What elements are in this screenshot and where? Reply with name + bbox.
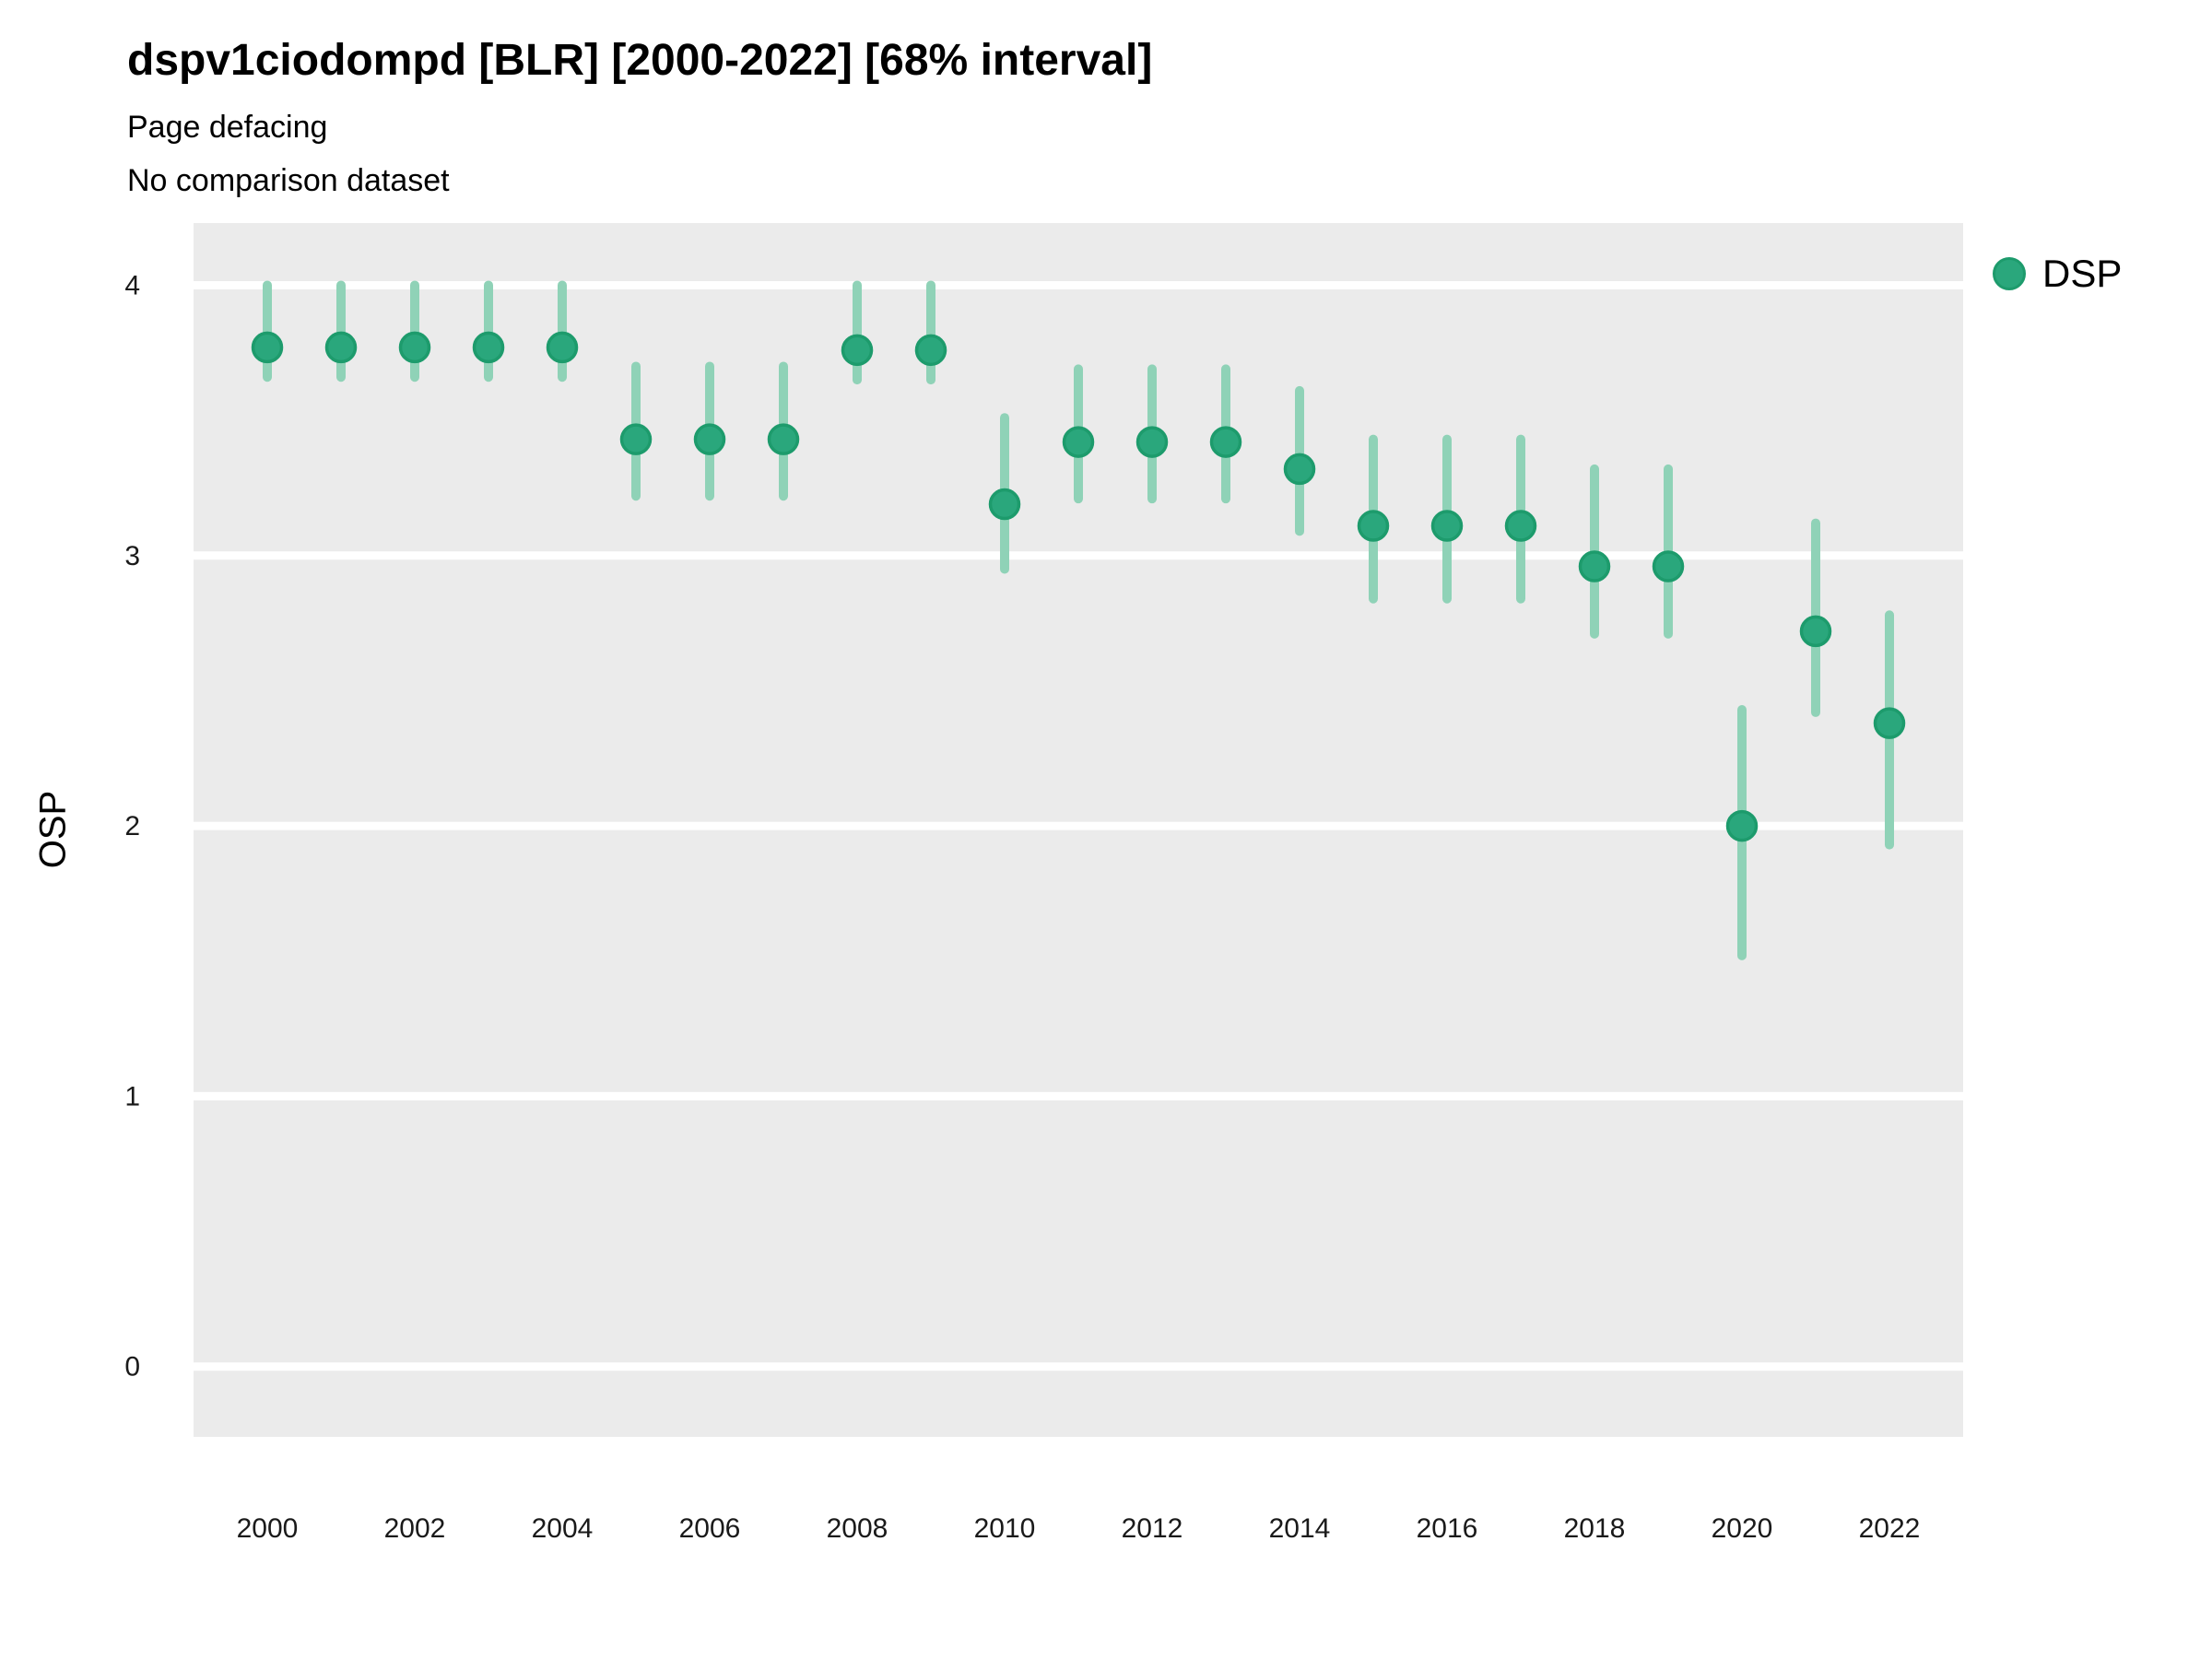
data-point-2000 [251,331,284,364]
data-point-2015 [1357,510,1390,542]
x-tick-label: 2022 [1859,1513,1921,1544]
data-point-2005 [619,423,653,455]
data-point-2010 [988,488,1021,521]
data-point-2009 [914,334,947,367]
data-point-2004 [546,331,579,364]
data-point-2017 [1504,510,1537,542]
x-tick-label: 2018 [1564,1513,1626,1544]
data-point-2011 [1062,426,1095,458]
x-tick-label: 2000 [237,1513,299,1544]
data-point-2013 [1209,426,1242,458]
x-tick-label: 2010 [974,1513,1036,1544]
data-point-2012 [1135,426,1169,458]
y-tick-label: 4 [124,270,140,300]
data-point-2022 [1873,707,1906,739]
y-tick-label: 2 [124,811,140,841]
data-point-2020 [1725,809,1759,842]
x-tick-label: 2016 [1417,1513,1478,1544]
x-tick-label: 2008 [827,1513,888,1544]
chart-title: dspv1ciodompd [BLR] [2000-2022] [68% int… [127,36,1153,85]
x-tick-label: 2014 [1269,1513,1331,1544]
data-point-2003 [472,331,505,364]
legend-series-label: DSP [2042,252,2123,295]
chart-subtitle: Page defacing [127,110,328,145]
x-tick-label: 2020 [1712,1513,1773,1544]
legend-point-icon [1993,257,2026,290]
x-tick-label: 2012 [1122,1513,1183,1544]
data-point-2008 [841,334,874,367]
y-tick-label: 3 [124,541,140,571]
data-point-2001 [324,331,358,364]
data-point-2016 [1430,510,1464,542]
x-tick-label: 2002 [384,1513,446,1544]
data-point-2007 [767,423,800,455]
data-point-2021 [1799,615,1832,648]
x-tick-label: 2004 [532,1513,594,1544]
y-tick-label: 1 [124,1081,140,1112]
legend: DSP [1993,254,2122,293]
data-point-2018 [1578,550,1611,582]
data-point-2002 [398,331,431,364]
data-point-2014 [1283,453,1316,486]
x-tick-label: 2006 [679,1513,741,1544]
data-point-2006 [693,423,726,455]
chart-caption-note: No comparison dataset [127,163,450,198]
y-tick-label: 0 [124,1352,140,1382]
data-point-2019 [1652,550,1685,582]
